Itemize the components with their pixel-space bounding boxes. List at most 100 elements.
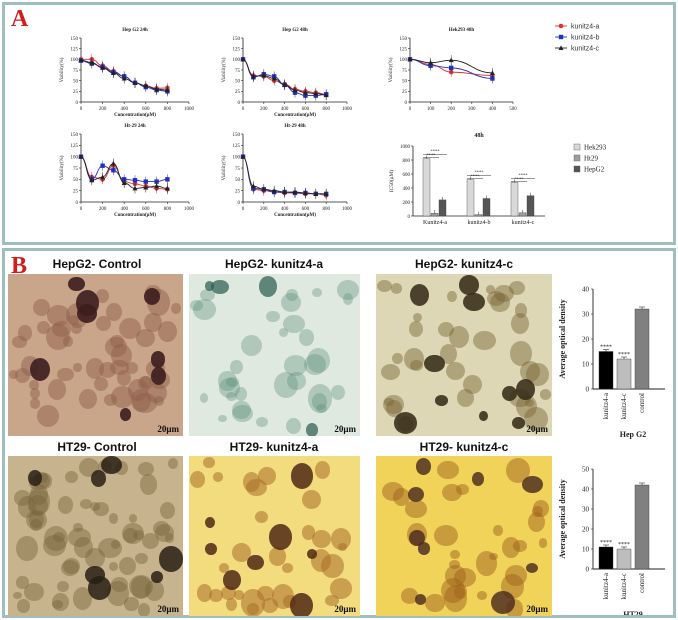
cell-texture <box>17 598 30 614</box>
data-point <box>449 65 454 71</box>
category-label: Kunitz4-a <box>423 220 447 226</box>
cell-texture <box>111 540 120 550</box>
cell-texture <box>125 361 139 374</box>
y-axis-label: Viability(%) <box>222 57 227 82</box>
y-tick-label: 100 <box>233 155 241 160</box>
cell-texture <box>524 406 548 432</box>
cell-texture <box>446 290 457 303</box>
cell-texture <box>130 388 152 412</box>
cell-texture <box>479 411 488 422</box>
data-point <box>323 92 329 98</box>
cell-texture <box>386 399 403 417</box>
chart-title: Hep G2 48h <box>282 28 308 33</box>
category-label: control <box>638 393 646 413</box>
category-label: control <box>638 573 646 593</box>
data-point <box>111 168 116 173</box>
cell-texture <box>92 501 110 516</box>
y-tick-label: 50 <box>582 466 590 474</box>
y-axis-label: Viability(%) <box>389 57 394 82</box>
x-tick-label: 400 <box>281 107 289 112</box>
cell-texture <box>261 597 279 613</box>
cell-texture <box>209 588 223 603</box>
cell-texture <box>312 287 323 297</box>
cell-texture <box>520 361 540 383</box>
cell-texture <box>437 460 459 479</box>
cell-texture <box>205 543 217 556</box>
cell-texture <box>512 417 526 429</box>
cell-texture <box>107 581 130 606</box>
cell-texture <box>48 379 67 400</box>
cell-texture <box>24 583 45 602</box>
cell-texture <box>154 396 165 407</box>
data-point <box>121 180 127 185</box>
micrograph-title: HT29- kunitz4-c <box>419 440 509 454</box>
line-chart: Hep G2 24h 0 25 50 75 100 125 150 0 200 400 600 800 1… <box>60 28 195 118</box>
data-point <box>78 57 84 63</box>
y-tick-label: 75 <box>73 69 79 74</box>
y-tick-label: 50 <box>73 178 79 183</box>
category-label: kunitz4-c <box>620 573 628 599</box>
cell-texture <box>199 392 209 403</box>
cell-texture <box>33 298 51 316</box>
x-tick-label: 200 <box>99 107 107 112</box>
x-tick-label: 600 <box>302 207 310 212</box>
cell-texture <box>308 384 332 413</box>
x-tick-label: 1000 <box>184 207 195 212</box>
cell-texture <box>29 398 40 409</box>
bar <box>510 182 519 217</box>
y-axis-label: Viability(%) <box>60 155 65 180</box>
y-tick-label: 25 <box>235 189 241 194</box>
micrograph-hepg2-kunitz4-c: 20μm <box>376 274 552 436</box>
cell-texture <box>12 335 27 348</box>
x-tick-label: 500 <box>509 107 517 112</box>
cell-texture <box>405 499 427 519</box>
cell-texture <box>315 461 331 479</box>
cell-texture <box>219 563 230 574</box>
x-tick-label: 100 <box>427 107 435 112</box>
data-point <box>282 82 288 87</box>
cell-texture <box>58 495 74 514</box>
data-point <box>78 154 84 159</box>
x-axis-label: Concentration(μM) <box>274 213 316 218</box>
scale-bar-label: 20μm <box>157 424 179 434</box>
scale-bar-label: 20μm <box>526 424 548 434</box>
cell-texture <box>16 575 29 590</box>
cell-texture <box>279 327 289 337</box>
cell-texture <box>205 281 215 291</box>
cell-texture <box>223 570 241 590</box>
cell-texture <box>13 490 32 506</box>
cell-texture <box>413 313 423 323</box>
cell-texture <box>63 336 73 347</box>
bar <box>634 308 650 390</box>
data-point <box>489 70 495 75</box>
cell-texture <box>128 378 148 401</box>
data-point <box>302 90 308 95</box>
cell-texture <box>79 498 92 510</box>
legend-swatch <box>573 143 581 151</box>
panel-b-label: B <box>11 253 28 279</box>
x-axis-label: Concentration(μM) <box>114 113 156 118</box>
data-point <box>282 189 288 195</box>
data-point <box>164 185 170 191</box>
y-tick-label: 100 <box>400 58 408 63</box>
cell-texture <box>392 352 403 364</box>
data-point <box>100 65 106 70</box>
cell-texture <box>98 361 116 378</box>
significance-mark: **** <box>475 170 485 175</box>
cell-texture <box>146 382 168 404</box>
chart-title: Ht-29 48h <box>284 124 305 129</box>
bar <box>466 179 475 217</box>
cell-texture <box>153 520 171 537</box>
cell-texture <box>290 593 313 616</box>
cell-texture <box>36 321 50 334</box>
cell-texture <box>225 392 237 401</box>
cell-texture <box>342 292 354 305</box>
cell-texture <box>135 552 148 564</box>
cell-texture <box>338 543 347 551</box>
optical-density-bar-chart: 0 10 20 30 40 50 Average optical density **** ku… <box>558 466 665 615</box>
cell-texture <box>437 321 455 338</box>
y-axis-label: Viability(%) <box>60 57 65 82</box>
cell-texture <box>463 374 482 394</box>
cell-texture <box>68 276 85 292</box>
cell-texture <box>145 580 165 601</box>
